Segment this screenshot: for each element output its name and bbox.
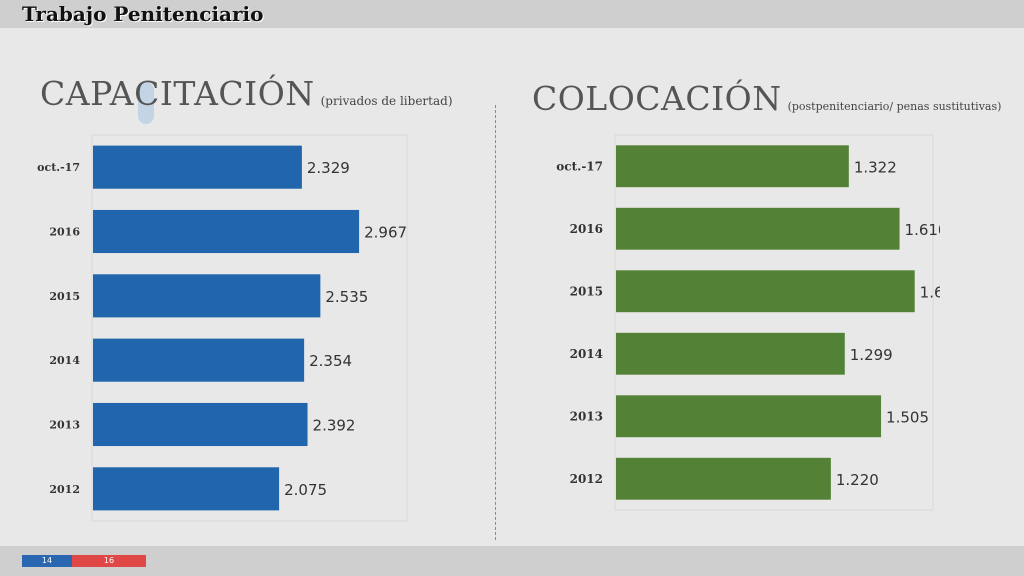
colocacion-value-label-4: 1.505 <box>886 408 929 426</box>
capacitacion-value-label-4: 2.392 <box>313 417 356 435</box>
chart-divider <box>495 105 496 540</box>
colocacion-bar-5 <box>616 457 831 500</box>
page-number-current: 14 <box>22 555 72 567</box>
capacitacion-value-label-0: 2.329 <box>307 159 350 177</box>
colocacion-bar-1 <box>616 207 900 250</box>
left-chart-title: CAPACITACIÓN <box>40 74 315 113</box>
colocacion-value-label-5: 1.220 <box>836 471 879 489</box>
colocacion-category-label-0: oct.-17 <box>556 159 603 173</box>
capacitacion-category-label-5: 2012 <box>49 483 80 496</box>
capacitacion-plot-area <box>91 134 408 522</box>
colocacion-value-label-3: 1.299 <box>850 346 893 364</box>
capacitacion-category-label-0: oct.-17 <box>37 161 80 174</box>
capacitacion-bar-0 <box>93 145 302 189</box>
colocacion-category-label-1: 2016 <box>570 222 603 236</box>
capacitacion-value-label-1: 2.967 <box>364 224 407 242</box>
capacitacion-bar-chart: oct.-17 2.329 2016 2.967 2015 2.535 2014 2.354 2… <box>37 134 408 522</box>
capacitacion-category-label-3: 2014 <box>49 354 80 367</box>
capacitacion-category-label-2: 2015 <box>49 290 80 303</box>
footer-bar <box>0 546 1024 576</box>
colocacion-value-label-1: 1.610 <box>905 221 940 239</box>
right-chart-title-block: COLOCACIÓN (postpenitenciario/ penas sust… <box>532 79 1001 118</box>
colocacion-value-label-0: 1.322 <box>854 158 897 176</box>
colocacion-category-label-3: 2014 <box>570 347 603 361</box>
colocacion-bar-chart: oct.-17 1.322 2016 1.610 2015 1.696 2014 1.299 2… <box>556 134 940 511</box>
colocacion-category-label-4: 2013 <box>570 409 603 423</box>
colocacion-bar-0 <box>616 145 849 188</box>
colocacion-bar-3 <box>616 332 845 375</box>
header-bar: Trabajo Penitenciario <box>0 0 1024 28</box>
page-title: Trabajo Penitenciario <box>22 2 264 26</box>
right-chart-title: COLOCACIÓN <box>532 79 782 118</box>
colocacion-bar-4 <box>616 395 882 438</box>
capacitacion-bar-4 <box>93 402 308 447</box>
colocacion-plot-area <box>614 134 934 511</box>
capacitacion-category-label-4: 2013 <box>49 419 80 432</box>
colocacion-category-label-2: 2015 <box>570 284 603 298</box>
right-chart-subtitle: (postpenitenciario/ penas sustitutivas) <box>787 100 1002 113</box>
left-chart-subtitle: (privados de libertad) <box>320 94 453 108</box>
capacitacion-bar-1 <box>93 209 360 254</box>
page-number-total: 16 <box>72 555 146 567</box>
capacitacion-bar-5 <box>93 467 280 511</box>
capacitacion-value-label-5: 2.075 <box>284 481 327 499</box>
capacitacion-category-label-1: 2016 <box>49 226 80 239</box>
left-chart-title-block: CAPACITACIÓN (privados de libertad) <box>40 74 453 113</box>
colocacion-bar-2 <box>616 270 915 313</box>
capacitacion-bar-3 <box>93 338 305 382</box>
capacitacion-value-label-2: 2.535 <box>325 288 368 306</box>
capacitacion-bar-2 <box>93 274 321 318</box>
capacitacion-value-label-3: 2.354 <box>309 352 352 370</box>
watermark-shape <box>138 82 154 124</box>
colocacion-category-label-5: 2012 <box>570 472 603 486</box>
colocacion-value-label-2: 1.696 <box>920 283 940 301</box>
